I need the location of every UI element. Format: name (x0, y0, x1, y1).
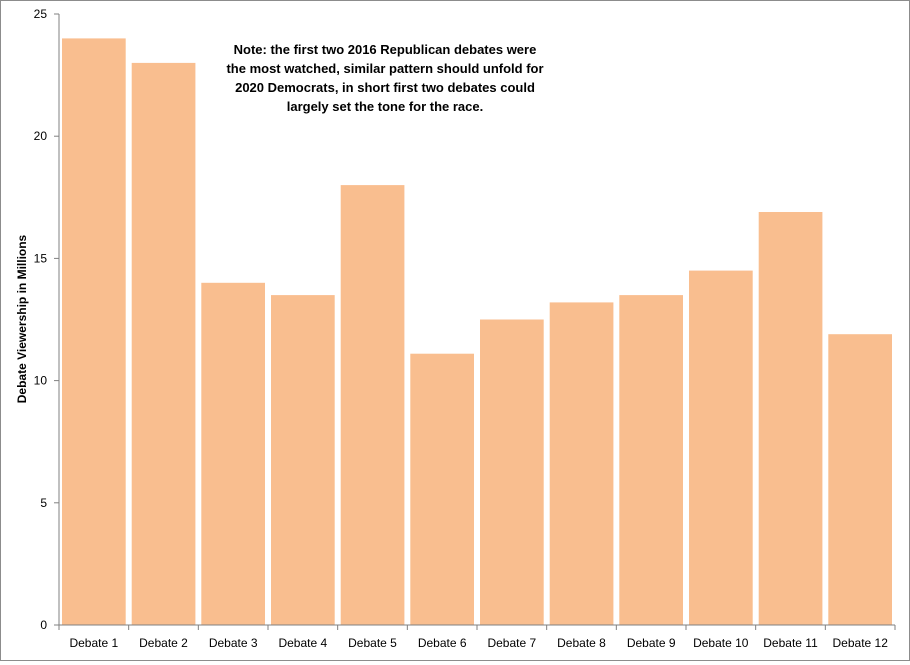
annotation-line: 2020 Democrats, in short first two debat… (235, 80, 535, 95)
y-tick-label: 10 (34, 374, 48, 388)
y-axis-label: Debate Viewership in Millions (15, 234, 29, 403)
x-tick-label: Debate 9 (627, 636, 676, 650)
y-tick-label: 15 (34, 251, 48, 265)
x-tick-label: Debate 1 (69, 636, 118, 650)
bar-7 (480, 319, 544, 625)
x-tick-label: Debate 2 (139, 636, 188, 650)
bar-12 (828, 334, 892, 625)
y-tick-label: 25 (34, 7, 48, 21)
x-tick-label: Debate 10 (693, 636, 749, 650)
annotation-note: Note: the first two 2016 Republican deba… (226, 42, 543, 114)
bar-1 (62, 38, 126, 625)
bar-2 (131, 62, 196, 625)
bar-10 (689, 270, 753, 625)
bars-group (62, 38, 892, 625)
y-tick-label: 20 (34, 129, 48, 143)
x-tick-label: Debate 12 (833, 636, 889, 650)
y-tick-label: 0 (40, 618, 47, 632)
annotation-line: largely set the tone for the race. (287, 99, 484, 114)
x-tick-label: Debate 5 (348, 636, 397, 650)
x-tick-label: Debate 3 (209, 636, 258, 650)
bar-11 (758, 212, 823, 625)
bar-4 (271, 295, 335, 625)
x-tick-label: Debate 7 (487, 636, 536, 650)
x-axis: Debate 1 Debate 2 Debate 3 Debate 4 Debate 5… (58, 624, 896, 650)
annotation-line: the most watched, similar pattern should… (226, 61, 543, 76)
bar-9 (619, 295, 683, 625)
y-axis: 0 5 10 15 20 25 (34, 7, 60, 632)
y-tick-label: 5 (40, 496, 47, 510)
annotation-line: Note: the first two 2016 Republican deba… (234, 42, 537, 57)
bar-6 (410, 353, 474, 625)
x-tick-label: Debate 6 (418, 636, 467, 650)
x-tick-label: Debate 8 (557, 636, 606, 650)
bar-8 (549, 302, 614, 625)
bar-5 (340, 185, 405, 625)
bar-3 (201, 282, 265, 625)
x-tick-label: Debate 4 (278, 636, 327, 650)
x-tick-label: Debate 11 (763, 636, 818, 650)
